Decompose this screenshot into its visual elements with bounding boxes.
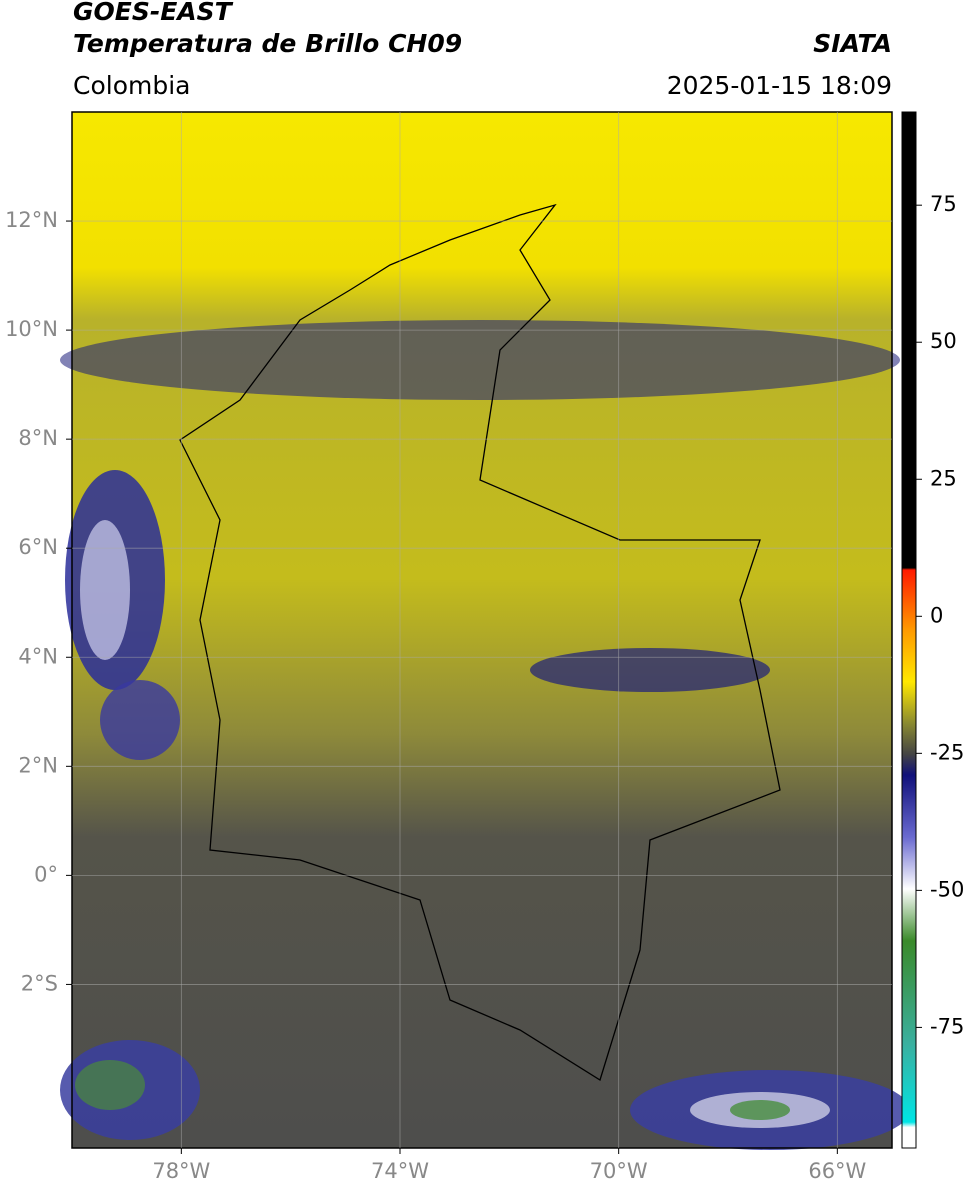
satellite-image xyxy=(60,112,910,1150)
y-tick-label: 8°N xyxy=(18,426,58,450)
y-tick-label: 6°N xyxy=(18,535,58,559)
colorbar-label: -50 xyxy=(930,877,964,901)
colorbar-label: 75 xyxy=(930,192,957,216)
region: Colombia xyxy=(73,71,190,100)
y-tick-label: 12°N xyxy=(5,208,58,232)
y-tick-label: 10°N xyxy=(5,317,58,341)
datetime: 2025-01-15 18:09 xyxy=(667,71,892,100)
y-tick-label: 2°S xyxy=(21,971,58,995)
subtitle: Temperatura de Brillo CH09 xyxy=(73,29,462,58)
colorbar-label: 50 xyxy=(930,329,957,353)
colorbar-label: -25 xyxy=(930,740,964,764)
colorbar-label: 0 xyxy=(930,603,943,627)
colorbar-label: 25 xyxy=(930,466,957,490)
colorbar xyxy=(901,111,917,1149)
x-tick-label: 70°W xyxy=(590,1159,648,1183)
y-tick-label: 4°N xyxy=(18,644,58,668)
y-tick-label: 2°N xyxy=(18,753,58,777)
y-tick-label: 0° xyxy=(34,862,58,886)
title: GOES-EAST xyxy=(73,0,234,26)
source: SIATA xyxy=(813,29,892,58)
map-frame xyxy=(71,111,893,1149)
x-tick-label: 78°W xyxy=(152,1159,210,1183)
colorbar-label: -75 xyxy=(930,1014,964,1038)
x-tick-label: 66°W xyxy=(808,1159,866,1183)
x-tick-label: 74°W xyxy=(371,1159,429,1183)
